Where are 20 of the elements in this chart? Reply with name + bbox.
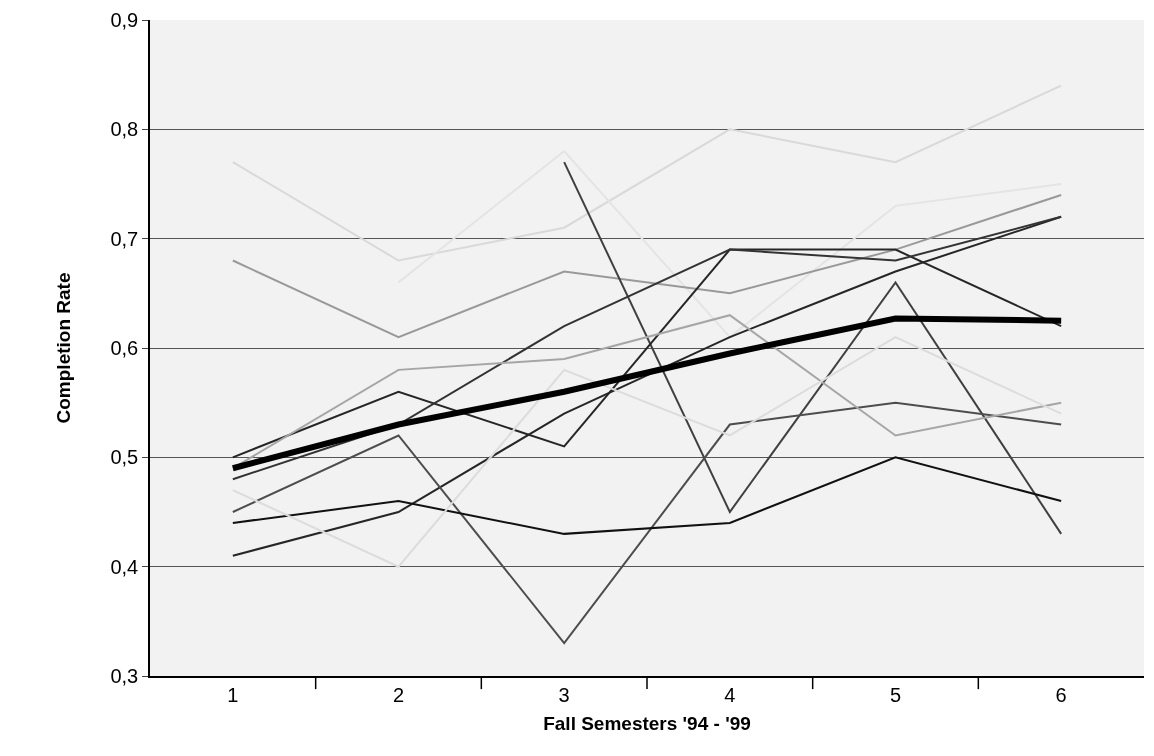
line-series [563,161,1063,535]
line-series [231,336,1063,568]
line-series [231,456,1063,535]
x-tick-label: 2 [392,683,405,706]
y-tick-label: 0,3 [110,665,139,687]
y-tick-label: 0,4 [110,555,139,578]
x-tick-label: 4 [724,683,736,706]
y-tick-label: 0,5 [110,446,139,469]
y-tick-label: 0,7 [110,227,139,250]
x-tick-label: 5 [889,683,902,706]
y-axis-title: Completion Rate [52,272,74,424]
y-tick-label: 0,8 [110,118,139,141]
y-tick-label: 0,6 [110,337,139,359]
line-series [231,215,1063,481]
x-tick-label: 3 [558,683,570,706]
y-tick-label: 0,9 [110,9,139,31]
x-axis-title: Fall Semesters '94 - '99 [543,713,751,735]
line-series [231,193,1063,339]
x-tick-label: 1 [227,683,239,706]
x-tick-label: 6 [1055,683,1067,706]
